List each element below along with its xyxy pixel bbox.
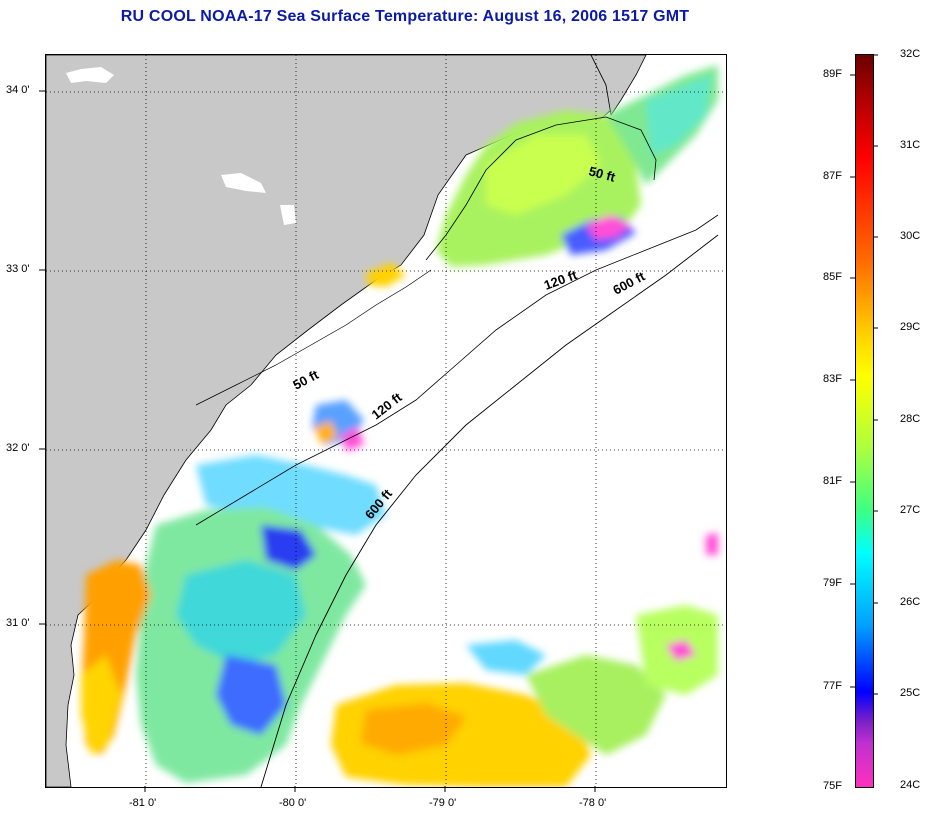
colorbar-c-label: 31C xyxy=(900,139,921,151)
map-canvas: 50 ft 120 ft 600 ft 50 ft 120 ft 600 ft xyxy=(46,55,726,787)
colorbar-f-label: 79F xyxy=(823,577,842,589)
lon-tick-label: -79 0' xyxy=(429,797,457,809)
contour-label-120ft-north: 120 ft xyxy=(542,267,580,293)
colorbar-f-label: 77F xyxy=(823,680,842,692)
colorbar-f-label: 89F xyxy=(823,68,842,80)
colorbar-c-label: 28C xyxy=(900,413,921,425)
sst-layer xyxy=(81,65,718,787)
colorbar-f-label: 85F xyxy=(823,271,842,283)
colorbar-f-label: 75F xyxy=(823,780,842,792)
lat-tick-label: 33 0' xyxy=(6,263,30,275)
map-title: RU COOL NOAA-17 Sea Surface Temperature:… xyxy=(120,8,690,25)
lon-tick-label: -81 0' xyxy=(129,797,157,809)
contour-50ft xyxy=(425,116,657,261)
colorbar-c-label: 32C xyxy=(900,48,921,60)
graticule xyxy=(46,55,726,787)
lat-tick-label: 32 0' xyxy=(6,442,30,454)
contour-120ft xyxy=(195,214,719,526)
colorbar-c-label: 24C xyxy=(900,779,921,791)
contour-label-50ft-north: 50 ft xyxy=(587,163,617,185)
lon-tick-label: -78 0' xyxy=(579,797,607,809)
nc-coast xyxy=(590,55,647,117)
contour-label-120ft-south: 120 ft xyxy=(369,389,406,422)
lat-tick-label: 34 0' xyxy=(6,84,30,96)
contour-50ft-south xyxy=(195,269,432,406)
temperature-colorbar xyxy=(855,54,874,788)
colorbar-c-label: 30C xyxy=(900,230,921,242)
sst-map[interactable]: 50 ft 120 ft 600 ft 50 ft 120 ft 600 ft xyxy=(45,54,727,788)
colorbar-c-label: 27C xyxy=(900,504,921,516)
contour-600ft xyxy=(260,234,719,787)
colorbar-f-label: 81F xyxy=(823,475,842,487)
contour-label-600ft-north: 600 ft xyxy=(610,268,648,298)
colorbar-c-label: 25C xyxy=(900,687,921,699)
colorbar-c-label: 26C xyxy=(900,596,921,608)
lat-tick-label: 31 0' xyxy=(6,617,30,629)
lon-tick-label: -80 0' xyxy=(279,797,307,809)
colorbar-c-label: 29C xyxy=(900,321,921,333)
colorbar-f-label: 83F xyxy=(823,373,842,385)
colorbar-f-label: 87F xyxy=(823,170,842,182)
contour-label-50ft-south: 50 ft xyxy=(290,367,321,393)
